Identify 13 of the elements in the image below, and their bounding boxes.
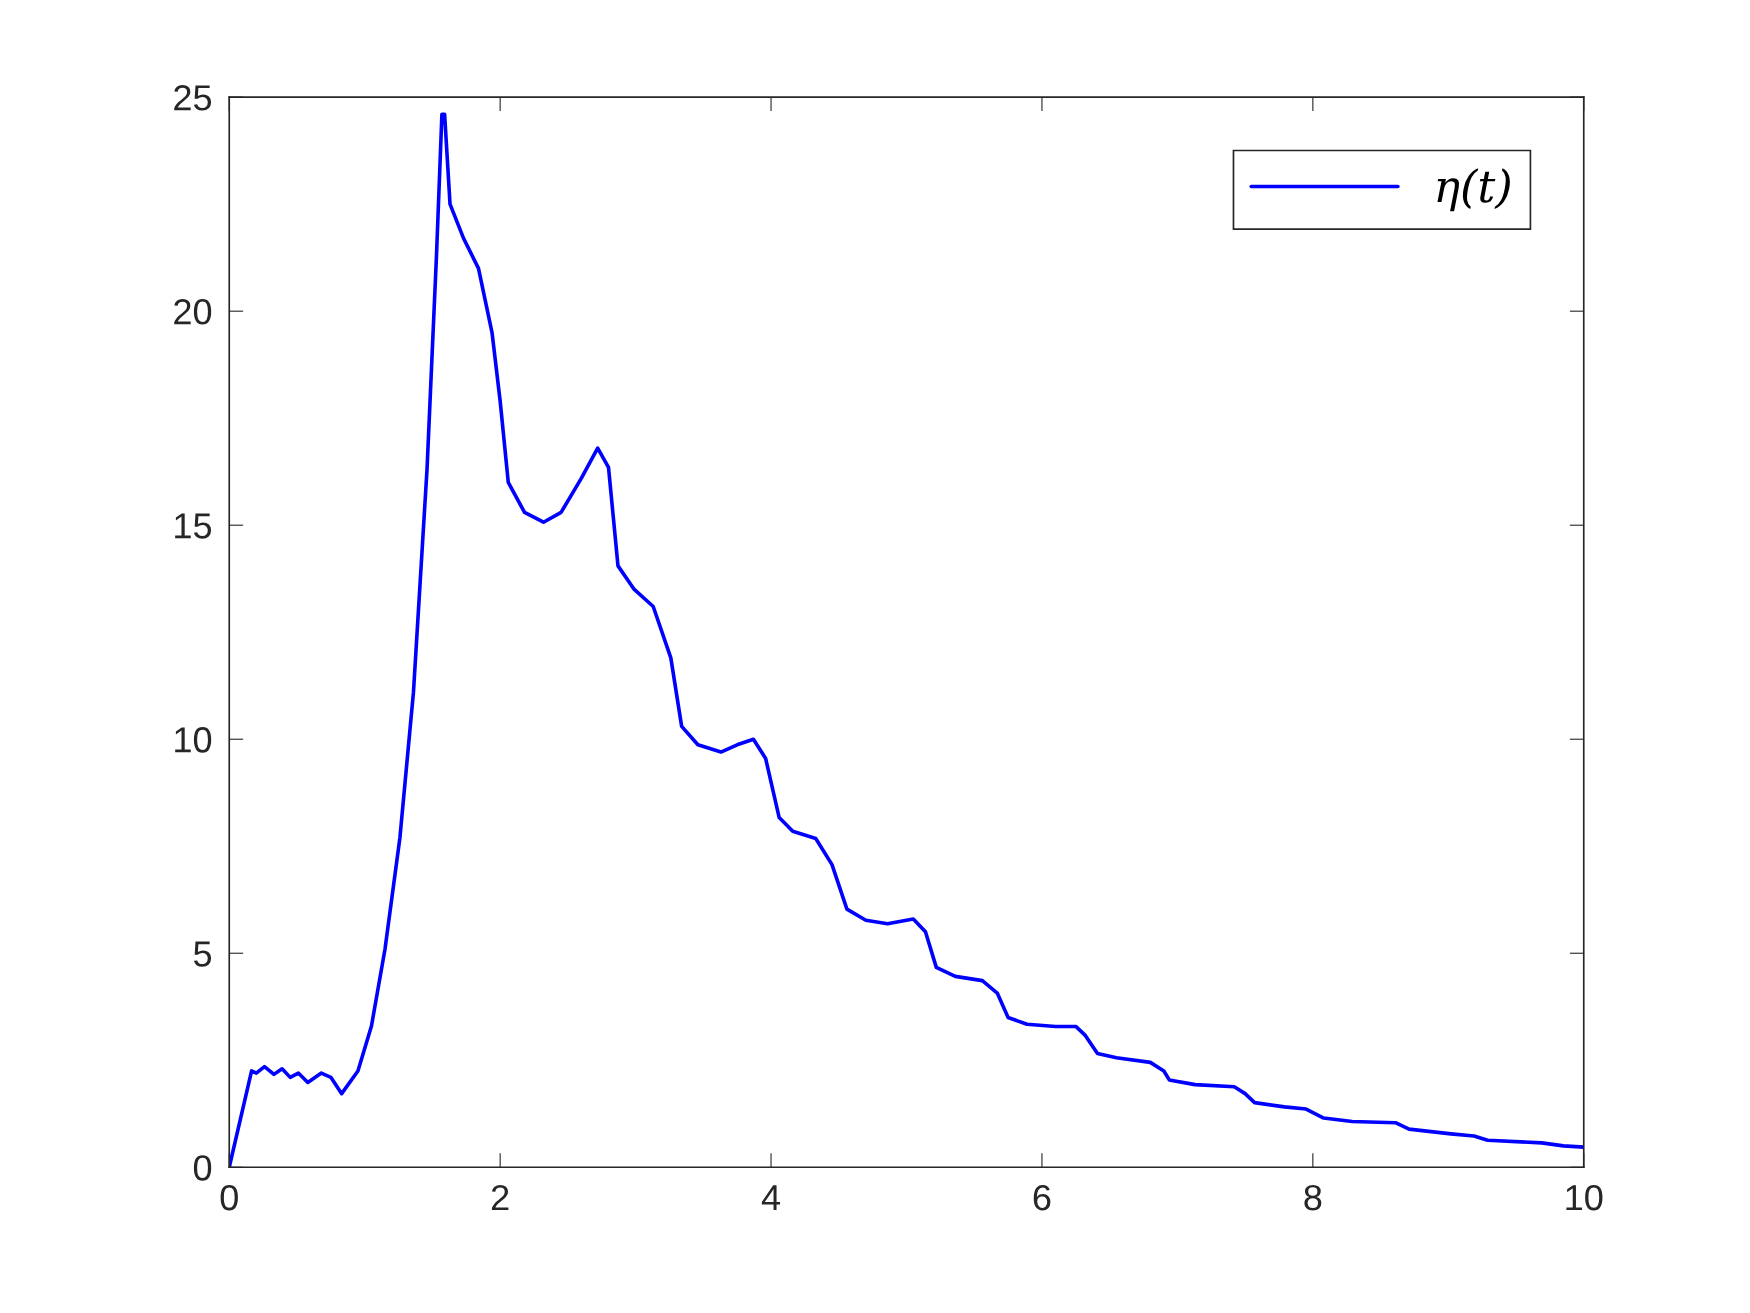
x-tick-label: 4 bbox=[761, 1185, 781, 1211]
y-tick-label: 5 bbox=[193, 941, 212, 967]
x-tick-label: 10 bbox=[1566, 1184, 1603, 1211]
y-tick-label: 15 bbox=[175, 513, 212, 539]
x-tick-label: 2 bbox=[491, 1184, 509, 1211]
x-tick-label: 8 bbox=[1304, 1184, 1322, 1211]
y-tick-label: 25 bbox=[174, 85, 212, 111]
y-tick-label: 20 bbox=[174, 299, 212, 325]
y-tick-label: 0 bbox=[193, 1155, 212, 1181]
x-tick-label: 6 bbox=[1033, 1184, 1051, 1211]
x-tick-label: 0 bbox=[220, 1184, 238, 1211]
legend-label: η(t) bbox=[1437, 168, 1510, 212]
y-tick-label: 10 bbox=[175, 727, 212, 753]
